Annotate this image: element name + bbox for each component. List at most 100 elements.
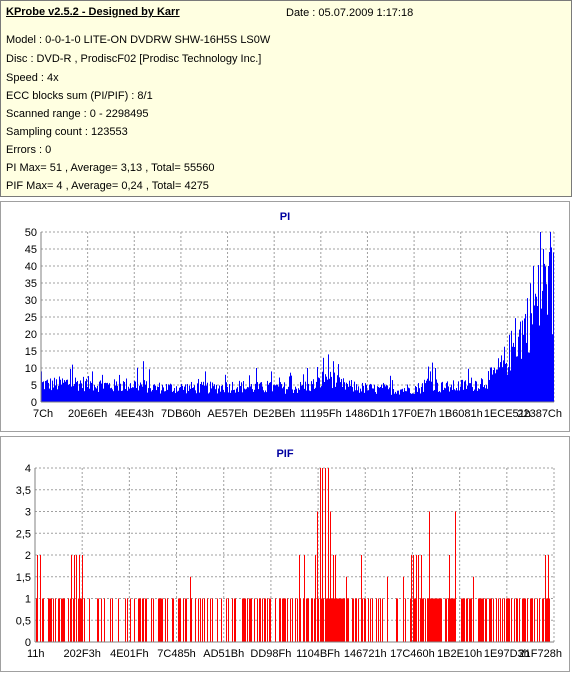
pif-bar: [356, 598, 357, 642]
pi-bar: [486, 385, 487, 402]
pi-bar: [443, 390, 444, 402]
pif-bar: [190, 576, 191, 642]
pif-bar: [445, 598, 446, 642]
pi-bar: [515, 318, 516, 402]
pi-bar: [284, 382, 285, 402]
pi-bar: [548, 266, 549, 402]
info-pif-summary: PIF Max= 4 , Average= 0,24 , Total= 4275: [6, 180, 209, 192]
pi-bar: [73, 386, 74, 402]
pi-bar: [380, 386, 381, 402]
pi-bar: [249, 375, 250, 402]
pif-bar: [353, 598, 354, 642]
pi-bar: [181, 383, 182, 402]
pif-bar: [138, 598, 139, 642]
pif-bar: [500, 598, 501, 642]
pi-bar: [317, 367, 318, 402]
pi-bar: [281, 384, 282, 402]
pif-bar: [151, 598, 152, 642]
pif-bar: [405, 598, 406, 642]
pi-bar: [394, 393, 395, 402]
pi-bar: [464, 381, 465, 402]
pif-bar: [110, 598, 111, 642]
pi-bar: [153, 384, 154, 402]
pi-bar: [178, 390, 179, 402]
pi-bar: [430, 371, 431, 402]
pif-bar: [473, 576, 474, 642]
pif-bar: [251, 598, 252, 642]
pi-bar: [258, 389, 259, 402]
pif-bar: [37, 555, 38, 642]
pi-bar: [362, 382, 363, 402]
pi-bar: [141, 384, 142, 402]
x-tick-label: AD51Bh: [203, 648, 244, 660]
pi-bar: [161, 390, 162, 402]
pi-bar: [356, 384, 357, 402]
pi-bar: [426, 380, 427, 402]
pi-bar: [378, 387, 379, 402]
pif-bar: [504, 598, 505, 642]
pif-bar: [454, 598, 455, 642]
pi-bar: [354, 381, 355, 402]
pi-bar: [233, 390, 234, 402]
pi-bar: [352, 387, 353, 402]
pi-bar: [314, 388, 315, 402]
pif-bar: [334, 598, 335, 642]
pi-bar: [105, 382, 106, 402]
pi-bar: [437, 382, 438, 402]
pi-bar: [259, 383, 260, 402]
pi-bar: [518, 336, 519, 402]
pi-bar: [399, 394, 400, 402]
pif-bar: [264, 598, 265, 642]
pif-bar: [59, 598, 60, 642]
pi-bar: [533, 266, 534, 402]
pi-bar: [195, 390, 196, 402]
pi-bar: [393, 389, 394, 402]
pif-bar: [348, 598, 349, 642]
pi-bar: [177, 391, 178, 402]
pif-bar: [358, 598, 359, 642]
pi-bar: [392, 380, 393, 402]
pi-bar: [235, 392, 236, 402]
y-tick-label: 50: [25, 227, 37, 239]
pi-bar: [408, 387, 409, 402]
y-tick-label: 40: [25, 261, 37, 273]
y-tick-label: 15: [25, 346, 37, 358]
pif-bar: [267, 598, 268, 642]
pi-bar: [474, 389, 475, 402]
pi-bar: [185, 384, 186, 402]
pi-bar: [305, 381, 306, 402]
pi-bar: [228, 392, 229, 402]
pi-bar: [225, 374, 226, 402]
pi-bar: [243, 381, 244, 402]
pif-bar: [280, 598, 281, 642]
pi-bar: [132, 387, 133, 402]
pif-bar: [446, 598, 447, 642]
y-tick-label: 2,5: [16, 528, 31, 540]
x-tick-label: 4EE43h: [115, 408, 154, 420]
pif-bar: [304, 555, 305, 642]
pi-bar: [349, 380, 350, 402]
pi-bar: [411, 393, 412, 402]
pi-bar: [62, 378, 63, 402]
pi-bar: [93, 390, 94, 402]
pif-bar: [327, 598, 328, 642]
pif-bar: [455, 511, 456, 642]
pi-bar: [419, 388, 420, 402]
pif-bar: [210, 598, 211, 642]
pif-bar: [432, 598, 433, 642]
pi-bar: [99, 381, 100, 402]
pi-bar: [303, 374, 304, 402]
pi-bar: [42, 382, 43, 402]
pi-bar: [103, 388, 104, 402]
y-tick-label: 3: [25, 507, 31, 519]
pi-bar: [207, 382, 208, 402]
pi-bar: [287, 389, 288, 402]
pi-bar: [452, 389, 453, 402]
pif-bar: [49, 598, 50, 642]
pi-bar: [155, 385, 156, 402]
pi-bar: [438, 391, 439, 402]
pif-bar: [200, 598, 201, 642]
pi-bar: [127, 390, 128, 402]
y-tick-label: 5: [31, 380, 37, 392]
pif-bar: [290, 598, 291, 642]
